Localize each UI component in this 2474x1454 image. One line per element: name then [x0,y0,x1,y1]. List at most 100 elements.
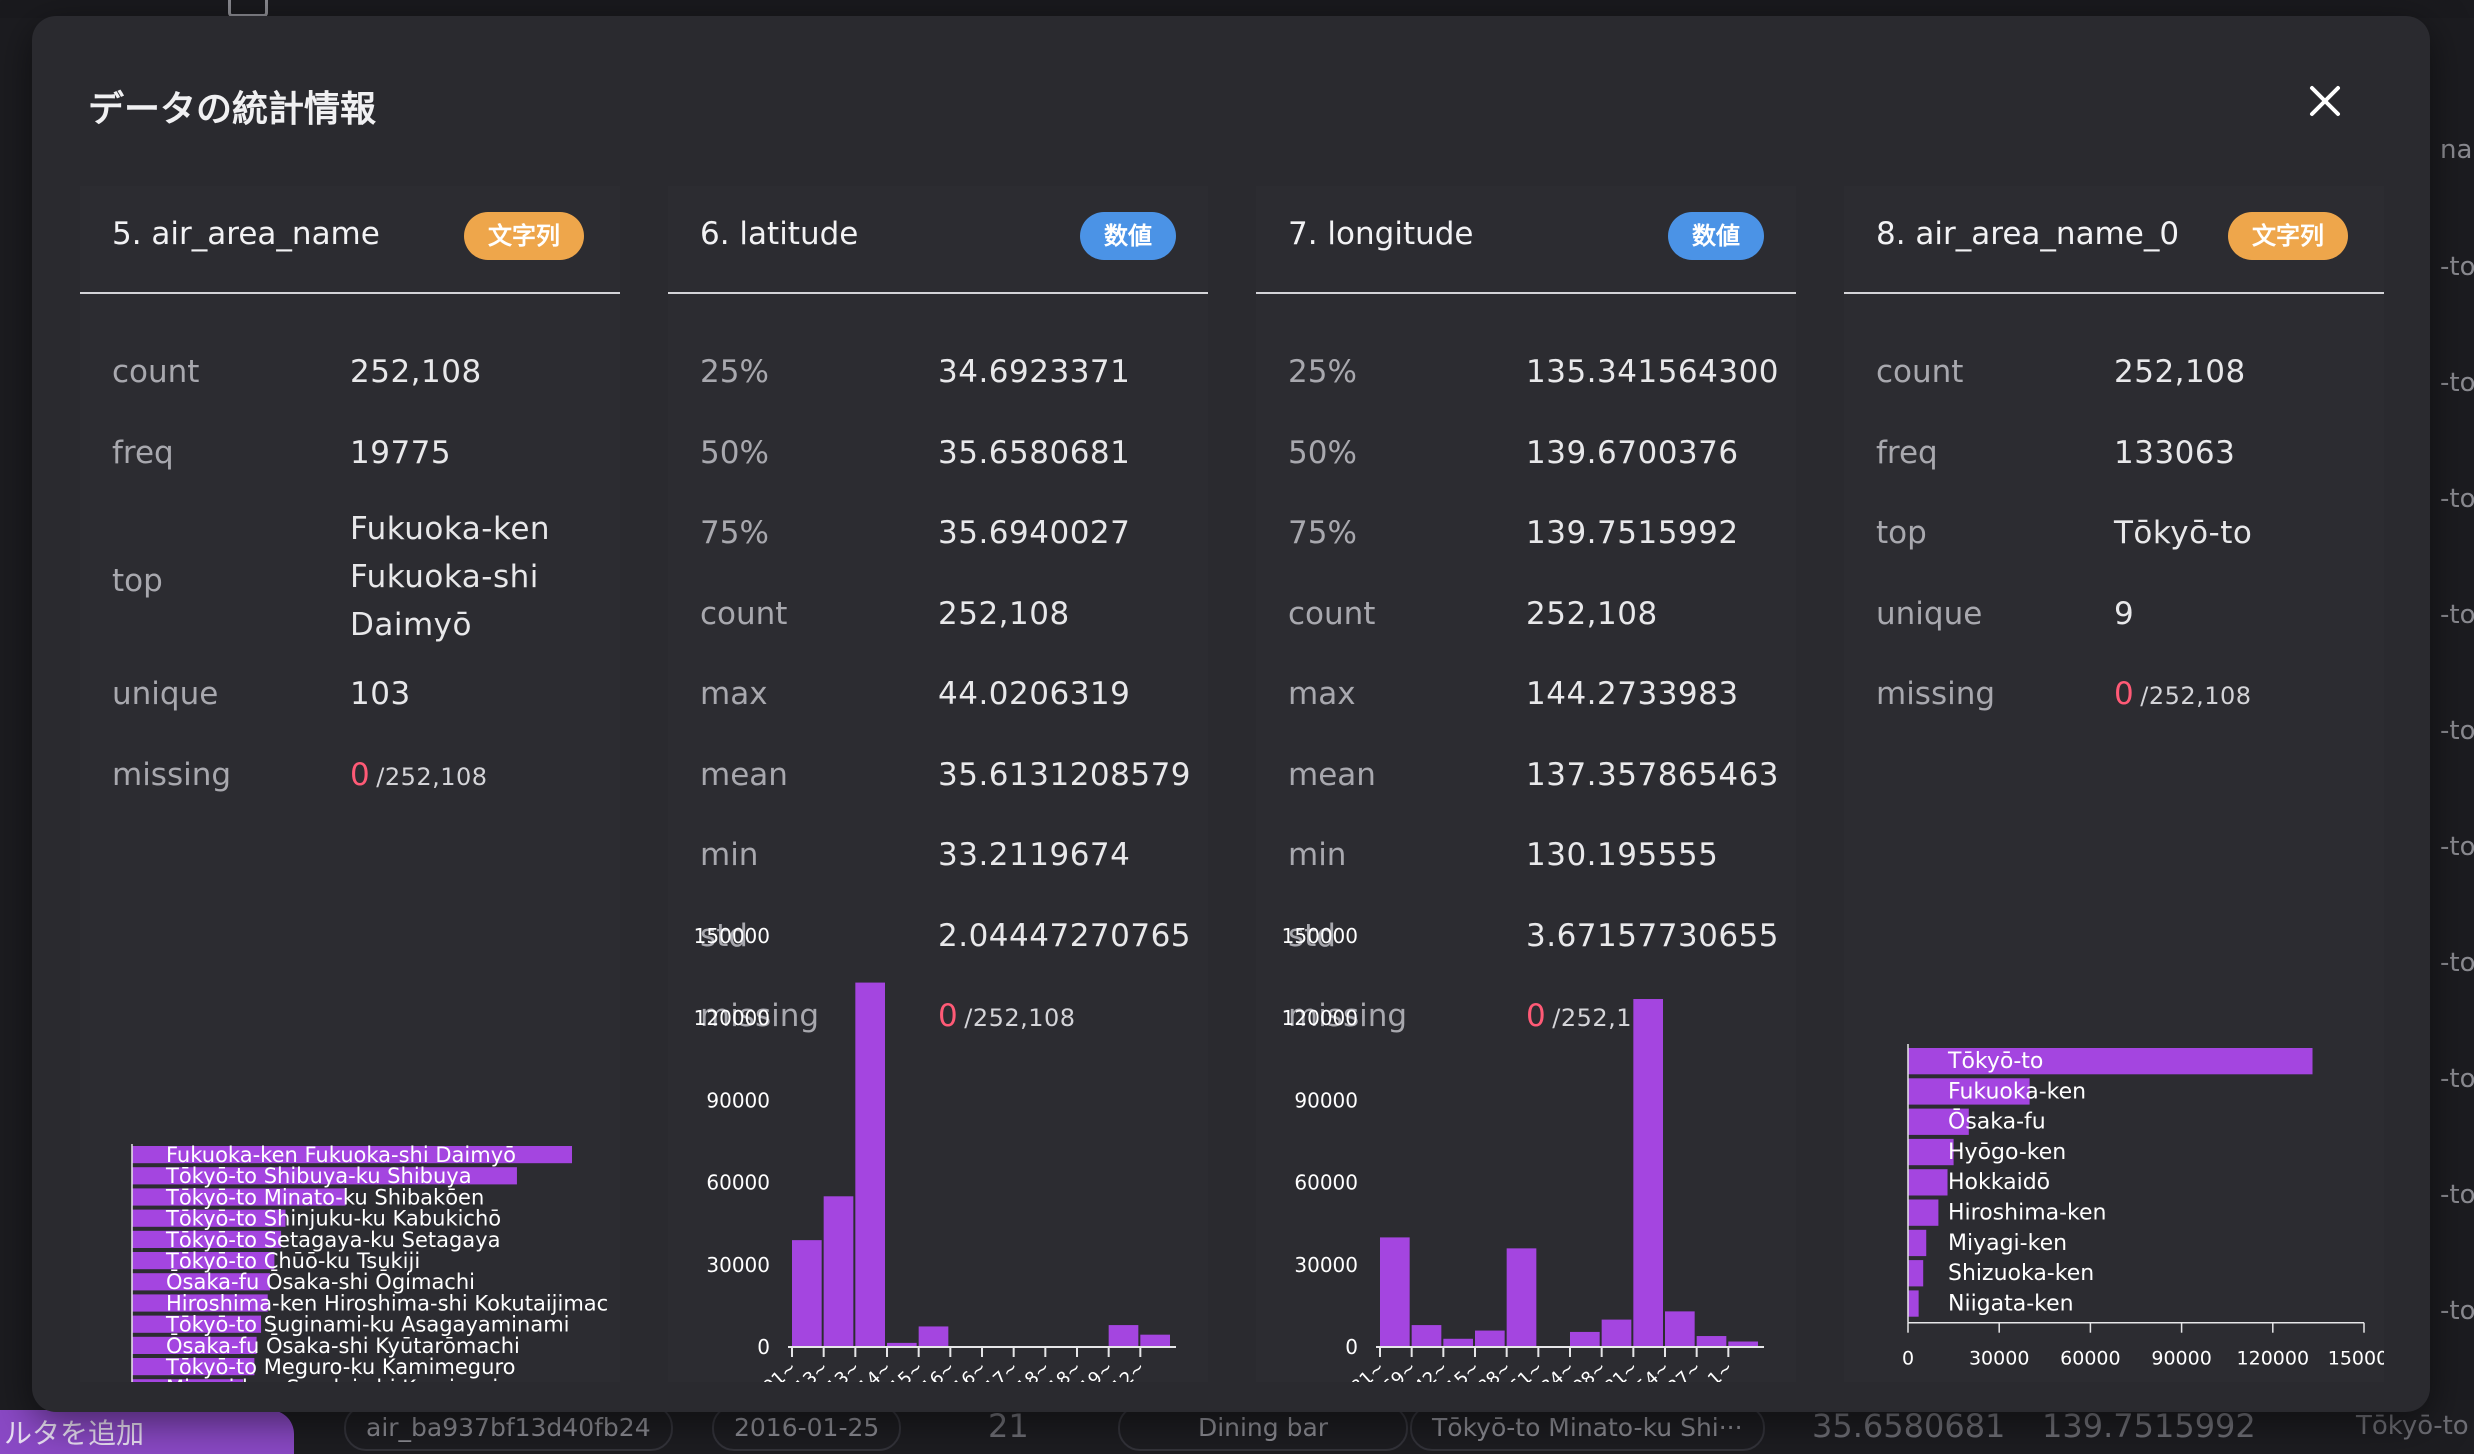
stat-value: 35.6940027 [938,515,1131,551]
histogram-bar [1665,1311,1695,1347]
stat-key: 50% [700,434,769,471]
stats-chart: 15000012000090000600003000000.181~1.369~… [1282,924,1764,1382]
chart-bar [132,1358,255,1376]
chart-bar [1908,1048,2313,1075]
background-cell: -to [2440,600,2474,630]
stat-key: count [1876,354,1964,390]
background-cell: -to [2440,1180,2474,1210]
stat-key: count [700,595,788,632]
x-tick-label: 120000 [2237,1348,2310,1370]
histogram-bar [1633,999,1663,1347]
chart-bar-label: Tōkyō-to Meguro-ku Kamimeguro [165,1355,515,1379]
y-tick-label: 30000 [1294,1253,1358,1277]
chart-bar [132,1379,244,1382]
stat-value: 144.2733983 [1526,676,1739,712]
histogram-bar [1728,1341,1758,1347]
y-tick-label: 90000 [706,1088,770,1112]
chart-bar-label: Ōsaka-fu Ōsaka-shi Kyūtarōmachi [166,1333,520,1358]
stat-value: 33.2119674 [938,837,1131,873]
chart-bar-label: Tōkyō-to Minato-ku Shibakōen [165,1185,484,1209]
background-cell: -to [2440,716,2474,746]
histogram-bar [792,1240,822,1347]
stat-key: top [1876,515,1927,551]
background-table-column: nan -to -to -to -to -to -to -to -to -to … [2410,0,2474,1454]
stat-value: 252,108 [1526,595,1658,632]
y-tick-label: 60000 [1294,1171,1358,1195]
close-icon[interactable] [2302,78,2348,124]
type-badge: 文字列 [464,212,584,260]
chart-bar-label: Tōkyō-to [1947,1049,2043,1074]
stat-value: Tōkyō-to [2114,515,2253,551]
column-name: 6. latitude [700,216,859,252]
y-tick-label: 0 [757,1335,770,1359]
stat-value: 3.67157730655 [1526,917,1780,954]
chart-bar-label: Hiroshima-ken Hiroshima-shi Kokutaijimac [166,1291,608,1315]
chart-bar-label: Miyagi-ken Sendai-shi Kamisugi [166,1376,498,1382]
stats-chart: Tōkyō-to Fukuoka-ken Ōsaka-fu Hyōgo-ken Hokk… [1902,1044,2384,1370]
stat-value: 103 [350,676,411,712]
stat-value: 135.341564300 [1526,354,1780,390]
stat-key: missing [1288,998,1408,1034]
y-tick-label: 150000 [694,924,770,948]
chart-bar [132,1188,346,1206]
y-tick-label: 120000 [1282,1006,1358,1030]
stat-value-line: Daimyō [350,607,472,643]
chart-bar [1908,1229,1927,1257]
column-name: 5. air_area_name [112,216,380,252]
card-header: 5. air_area_name 文字列 [80,186,620,294]
chart-bar [1908,1078,2030,1105]
chart-bar [1908,1169,1948,1196]
histogram: 15000012000090000600003000000.181~1.369~… [1282,924,1764,1382]
app-header-strip [0,0,2474,18]
chart-bar-label: Tōkyō-to Setagaya-ku Setagaya [165,1228,500,1252]
stat-value: 139.6700376 [1526,434,1739,471]
stat-key: std [700,917,748,954]
chart-bar-label: Fukuoka-ken Fukuoka-shi Daimyō [166,1143,516,1167]
x-tick-label: 201~ [751,1357,802,1382]
y-tick-label: 150000 [1282,924,1358,948]
chart-bar-label: Hyōgo-ken [1948,1140,2066,1165]
histogram-bar [1475,1330,1505,1347]
stats-card: 8. air_area_name_0 文字列 count 252,108 freq 133… [1844,186,2384,1382]
background-cell: 35.6580681 [1812,1407,2006,1445]
checkbox-icon[interactable] [228,0,268,17]
background-cell: -to [2440,484,2474,514]
x-tick-label: 60000 [2060,1348,2120,1370]
histogram-bar [1601,1319,1632,1347]
histogram-bar [918,1326,949,1347]
stat-value: 9 [2114,595,2135,632]
stat-value: 34.6923371 [938,354,1131,390]
stat-value: 133063 [2114,434,2236,471]
add-filter-button[interactable]: ルタを追加 [0,1410,294,1454]
y-tick-label: 0 [1345,1335,1358,1359]
chart-bar-label: Hiroshima-ken [1948,1201,2106,1226]
background-cell: 139.7515992 [2042,1407,2256,1445]
column-name: 7. longitude [1288,216,1474,252]
stat-key: unique [1876,595,1983,632]
x-tick-label: 0.181~ [1326,1357,1390,1382]
stat-key: unique [112,676,219,712]
stat-value: 2.04447270765 [938,917,1192,954]
stat-value: 252,108 [938,595,1070,632]
stat-key: min [700,837,759,873]
stat-key: top [112,563,163,599]
chart-bar-label: Tōkyō-to Shibuya-ku Shibuya [165,1164,472,1188]
histogram-bar [1108,1325,1139,1347]
stats-card: 5. air_area_name 文字列 count 252,108 freq 19775… [80,186,620,1382]
missing-total: /252,108 [376,762,488,791]
stats-chart: 1500001200009000060000300000201~113~013~… [694,924,1176,1382]
histogram-bar [823,1196,854,1347]
type-badge: 文字列 [2228,212,2348,260]
bar-chart-prefecture: Tōkyō-to Fukuoka-ken Ōsaka-fu Hyōgo-ken Hokk… [1902,1044,2384,1370]
stat-key: mean [1288,756,1376,793]
histogram-bar [1411,1325,1442,1347]
missing-value: 0/252,108 [350,757,488,793]
y-tick-label: 90000 [1294,1088,1358,1112]
chart-bar-label: Miyagi-ken [1948,1231,2067,1256]
chart-bar-label: Shizuoka-ken [1948,1261,2094,1286]
type-badge: 数値 [1668,212,1764,260]
card-header: 6. latitude 数値 [668,186,1208,294]
histogram-bar [1443,1338,1473,1347]
